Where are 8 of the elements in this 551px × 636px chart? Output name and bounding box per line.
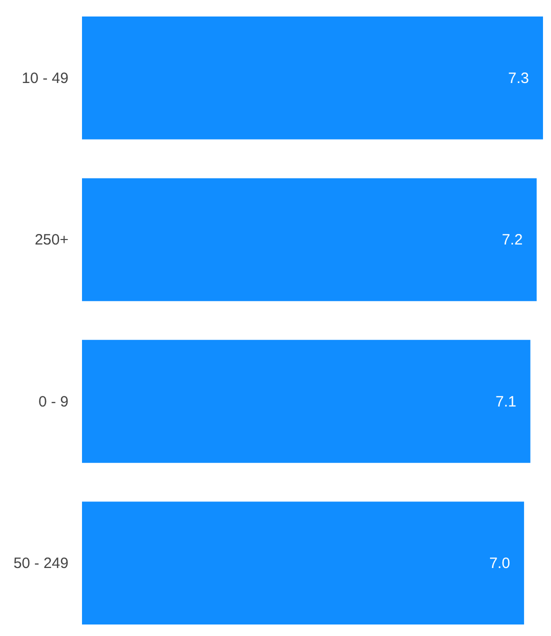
y-tick-label: 10 - 49	[22, 70, 68, 87]
y-tick-label: 50 - 249	[13, 555, 68, 572]
data-label: 7.0	[489, 555, 510, 572]
data-label: 7.3	[508, 70, 529, 87]
y-tick-label: 0 - 9	[38, 393, 68, 410]
data-label: 7.2	[502, 232, 523, 249]
data-label: 7.1	[496, 393, 516, 410]
y-tick-label: 250+	[34, 232, 69, 249]
